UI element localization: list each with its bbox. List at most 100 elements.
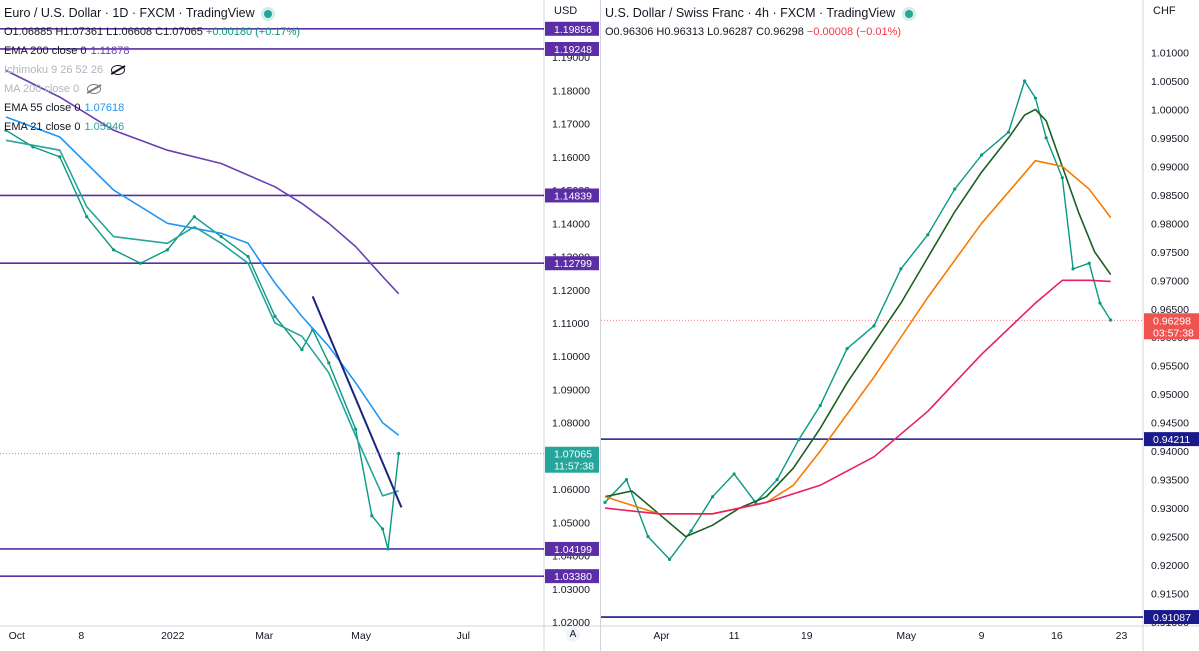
price-point <box>354 427 358 431</box>
price-point <box>192 215 196 219</box>
indicator-ema55[interactable]: EMA 55 close 0 1.07618 <box>4 99 300 118</box>
usdchf-title[interactable]: U.S. Dollar / Swiss Franc · 4h · FXCM · … <box>605 4 913 23</box>
price-tick-label: 0.98500 <box>1151 190 1189 202</box>
price-point <box>1023 79 1027 83</box>
usdchf-ohlc: O0.96306 H0.96313 L0.96287 C0.96298 −0.0… <box>605 23 913 42</box>
usdchf-high: H0.96313 <box>656 26 705 38</box>
time-tick-label: 2022 <box>161 630 185 642</box>
level-price-tag <box>545 188 599 203</box>
moving-average-line <box>5 139 399 497</box>
time-tick-label: 9 <box>979 630 985 642</box>
price-tick-label: 1.08000 <box>552 418 590 430</box>
level-price-tag <box>1144 610 1199 625</box>
eurusd-change: +0.00180 (+0.17%) <box>205 26 301 38</box>
price-point <box>732 472 736 476</box>
eurusd-open: O1.06885 <box>4 26 53 38</box>
trendline <box>311 296 403 508</box>
usdchf-source: FXCM <box>780 6 816 20</box>
indicator-ma200[interactable]: MA 200 close 0 <box>4 80 300 99</box>
price-point <box>1044 136 1048 140</box>
eurusd-ohlc: O1.06885 H1.07361 L1.06608 C1.07065 +0.0… <box>4 23 300 42</box>
price-point <box>397 451 401 456</box>
time-tick-label: 16 <box>1051 630 1063 642</box>
indicator-label: MA 200 close 0 <box>4 83 80 95</box>
eye-hidden-icon[interactable] <box>111 65 126 76</box>
eye-hidden-icon[interactable] <box>87 84 102 95</box>
level-price-tag <box>545 569 599 584</box>
eurusd-platform: TradingView <box>185 6 255 20</box>
indicator-ichimoku[interactable]: Ichimoku 9 26 52 26 <box>4 61 300 80</box>
indicator-ema21[interactable]: EMA 21 close 0 1.05946 <box>4 118 300 137</box>
price-tick-label: 0.99500 <box>1151 133 1189 145</box>
price-tick-label: 0.92500 <box>1151 532 1189 544</box>
level-price-label: 1.19856 <box>554 24 592 36</box>
moving-average-line <box>604 279 1111 515</box>
level-price-label: 1.12799 <box>554 258 592 270</box>
price-tick-label: 0.95000 <box>1151 389 1189 401</box>
price-point <box>646 534 650 539</box>
indicator-label: EMA 21 close 0 <box>4 121 81 133</box>
time-tick-label: 19 <box>801 630 813 642</box>
last-price-label: 0.96298 <box>1153 315 1191 327</box>
price-point <box>797 438 801 442</box>
price-point <box>273 314 277 318</box>
price-series-line <box>5 129 400 550</box>
usdchf-open: O0.96306 <box>605 26 654 38</box>
price-point <box>246 254 250 259</box>
eurusd-legend: Euro / U.S. Dollar · 1D · FXCM · Trading… <box>4 4 300 137</box>
usdchf-symbol[interactable]: U.S. Dollar / Swiss Franc <box>605 6 744 20</box>
price-tick-label: 1.03000 <box>552 584 590 596</box>
price-point <box>219 235 223 239</box>
time-tick-label: Mar <box>255 630 274 642</box>
countdown-label: 11:57:38 <box>554 461 594 473</box>
last-price-tag <box>545 446 599 473</box>
price-point <box>1071 267 1075 271</box>
price-tick-label: 1.12000 <box>552 285 590 297</box>
eurusd-interval[interactable]: 1D <box>112 6 129 20</box>
moving-average-line <box>604 108 1112 538</box>
auto-scale-button[interactable]: A <box>566 628 580 642</box>
eurusd-close: C1.07065 <box>155 26 203 38</box>
price-point <box>1006 130 1011 134</box>
usdchf-low: L0.96287 <box>707 26 754 38</box>
indicator-ema200[interactable]: EMA 200 close 0 1.11878 <box>4 42 300 61</box>
level-price-tag <box>545 541 599 556</box>
indicator-label: Ichimoku 9 26 52 26 <box>4 64 104 76</box>
price-point <box>370 514 374 518</box>
usdchf-chart-panel[interactable]: CHF 1.01000 1.00500 1.00000 0.99500 0.99000 0.… <box>600 0 1199 651</box>
time-tick-label: Apr <box>653 630 670 642</box>
price-tick-label: 1.14000 <box>552 218 590 230</box>
price-tick-label: 0.98000 <box>1151 218 1189 230</box>
eurusd-low: L1.06608 <box>106 26 153 38</box>
price-point <box>1098 301 1102 305</box>
price-tick-label: 0.99000 <box>1151 161 1189 173</box>
price-tick-label: 0.93500 <box>1151 475 1189 487</box>
eurusd-chart-panel[interactable]: USD1.190001.180001.170001.160001.150001.… <box>0 0 600 651</box>
eurusd-chart-canvas[interactable]: USD1.190001.180001.170001.160001.150001.… <box>0 0 600 651</box>
price-point <box>85 215 89 219</box>
price-point <box>327 361 331 365</box>
level-price-label: 1.14839 <box>554 190 592 202</box>
indicator-value: 1.07618 <box>84 102 125 114</box>
price-tick-label: 1.00500 <box>1151 76 1189 88</box>
price-point <box>711 495 715 499</box>
price-point <box>899 267 903 271</box>
usdchf-chart-canvas[interactable]: CHF 1.01000 1.00500 1.00000 0.99500 0.99000 0.… <box>601 0 1199 651</box>
level-price-tag <box>545 256 599 271</box>
eurusd-symbol[interactable]: Euro / U.S. Dollar <box>4 6 102 20</box>
price-point <box>667 557 672 561</box>
moving-average-line <box>5 116 400 436</box>
price-tick-label: 1.01000 <box>1151 47 1189 59</box>
price-point <box>112 248 116 252</box>
level-price-label: 1.19248 <box>554 44 592 56</box>
price-tick-label: 1.16000 <box>552 152 590 164</box>
indicator-value: 1.05946 <box>84 121 125 133</box>
eurusd-title[interactable]: Euro / U.S. Dollar · 1D · FXCM · Trading… <box>4 4 300 23</box>
countdown-label: 03:57:38 <box>1153 327 1194 339</box>
price-point <box>58 155 62 159</box>
usdchf-interval[interactable]: 4h <box>755 6 769 20</box>
price-tick-label: 1.00000 <box>1151 104 1189 116</box>
price-point <box>953 187 957 191</box>
last-price-tag <box>1144 313 1199 340</box>
price-tick-label: 1.05000 <box>552 517 590 529</box>
